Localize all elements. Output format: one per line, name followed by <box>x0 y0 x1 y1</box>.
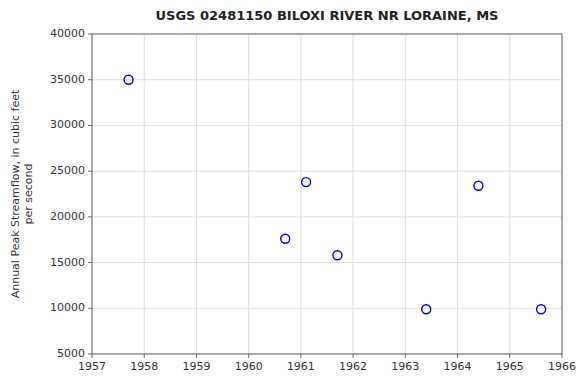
plot-frame <box>92 34 562 354</box>
x-tick <box>92 354 93 358</box>
y-tick-label: 35000 <box>50 73 85 86</box>
x-tick-label: 1957 <box>78 360 106 373</box>
x-tick-label: 1962 <box>339 360 367 373</box>
scatter-point <box>124 75 133 84</box>
scatter-point <box>422 305 431 314</box>
y-tick-label: 10000 <box>50 301 85 314</box>
chart-title: USGS 02481150 BILOXI RIVER NR LORAINE, M… <box>156 8 499 23</box>
y-axis-label: Annual Peak Streamflow, in cubic feetper… <box>9 89 35 298</box>
x-tick-label: 1965 <box>496 360 524 373</box>
y-axis-label-line: Annual Peak Streamflow, in cubic feet <box>9 89 22 298</box>
scatter-point <box>302 178 311 187</box>
x-tick <box>457 354 458 358</box>
x-tick-label: 1966 <box>548 360 576 373</box>
y-tick <box>88 79 92 80</box>
scatter-point <box>281 234 290 243</box>
y-grid-line <box>92 216 562 217</box>
y-grid-line <box>92 262 562 263</box>
y-grid-line <box>92 171 562 172</box>
y-grid-line <box>92 79 562 80</box>
chart-svg: 5000 10000 15000 20000 25000 30000 35000 40000 1… <box>0 0 576 384</box>
y-tick <box>88 171 92 172</box>
x-grid-line <box>196 34 197 354</box>
x-tick-label: 1961 <box>287 360 315 373</box>
scatter-point <box>474 181 483 190</box>
y-tick-label: 40000 <box>50 27 85 40</box>
x-grid-line <box>405 34 406 354</box>
x-grid-line <box>457 34 458 354</box>
x-tick-label: 1960 <box>235 360 263 373</box>
scatter-point <box>537 305 546 314</box>
x-grid-line <box>248 34 249 354</box>
x-tick-label: 1963 <box>391 360 419 373</box>
chart-container: 5000 10000 15000 20000 25000 30000 35000 40000 1… <box>0 0 576 384</box>
y-grid-line <box>92 308 562 309</box>
x-tick-label: 1964 <box>444 360 472 373</box>
y-grid-line <box>92 125 562 126</box>
x-grid-line <box>300 34 301 354</box>
y-tick-label: 15000 <box>50 256 85 269</box>
x-grid-line <box>144 34 145 354</box>
y-tick <box>88 262 92 263</box>
y-tick <box>88 125 92 126</box>
x-tick <box>196 354 197 358</box>
y-tick <box>88 216 92 217</box>
y-tick <box>88 308 92 309</box>
x-tick <box>248 354 249 358</box>
y-tick-label: 30000 <box>50 118 85 131</box>
y-tick <box>88 34 92 35</box>
x-tick-label: 1959 <box>182 360 210 373</box>
x-tick-label: 1958 <box>130 360 158 373</box>
x-grid-line <box>509 34 510 354</box>
y-tick-label: 20000 <box>50 210 85 223</box>
y-tick-label: 5000 <box>57 347 85 360</box>
plot-background <box>92 34 562 354</box>
x-grid-line <box>353 34 354 354</box>
page: {"chart_data": {"type": "scatter", "titl… <box>0 0 576 384</box>
points <box>124 75 546 313</box>
grid <box>92 34 562 354</box>
x-tick <box>509 354 510 358</box>
x-tick <box>562 354 563 358</box>
y-tick <box>88 354 92 355</box>
y-axis-label-line: per second <box>22 164 35 225</box>
x-tick <box>405 354 406 358</box>
y-tick-label: 25000 <box>50 164 85 177</box>
x-tick <box>353 354 354 358</box>
x-tick <box>144 354 145 358</box>
axes: 5000 10000 15000 20000 25000 30000 35000 40000 1… <box>50 27 576 373</box>
scatter-point <box>333 251 342 260</box>
x-tick <box>300 354 301 358</box>
